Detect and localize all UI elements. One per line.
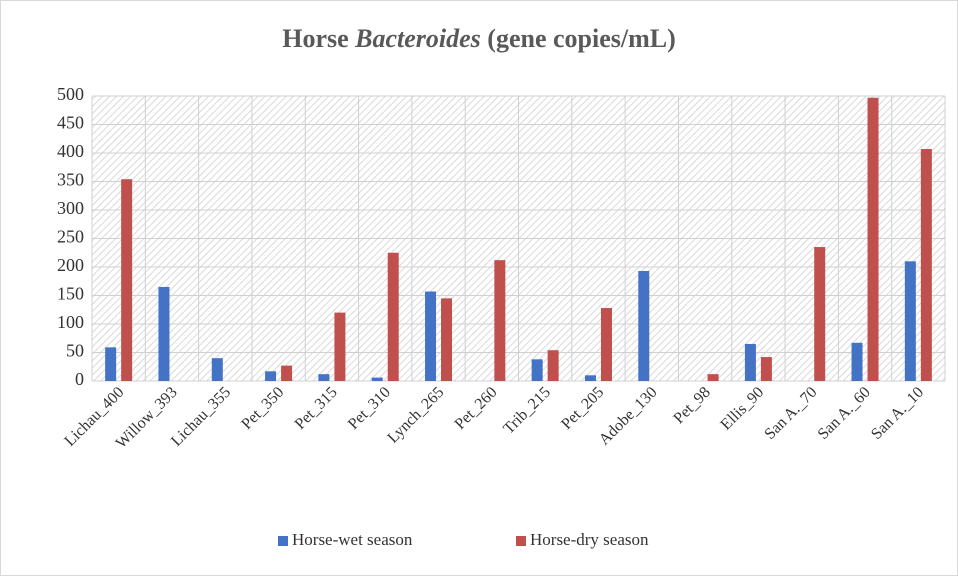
bar [904, 261, 916, 381]
y-tick-label: 250 [57, 227, 84, 247]
bar [494, 260, 506, 381]
legend-label: Horse-wet season [292, 530, 413, 549]
title-part: (gene copies/mL) [481, 24, 676, 53]
bar [707, 374, 719, 381]
bar [334, 312, 346, 381]
y-tick-label: 500 [57, 84, 84, 104]
bar [318, 374, 330, 381]
title-part: Horse [282, 24, 355, 53]
bar [531, 359, 543, 381]
bar [600, 308, 612, 381]
bar [584, 375, 596, 381]
y-tick-label: 200 [57, 255, 84, 275]
bar [851, 342, 863, 381]
bar [158, 286, 170, 381]
y-tick-label: 100 [57, 312, 84, 332]
bar [211, 358, 223, 381]
bar [121, 179, 133, 381]
chart-title: Horse Bacteroides (gene copies/mL) [282, 24, 676, 53]
bar [441, 298, 453, 381]
title-part: Bacteroides [354, 24, 481, 53]
y-tick-label: 450 [57, 113, 84, 133]
y-tick-label: 350 [57, 170, 84, 190]
y-tick-label: 400 [57, 141, 84, 161]
bar [387, 252, 399, 381]
bar [105, 347, 117, 381]
bar [814, 247, 826, 381]
bar [920, 149, 932, 381]
legend-swatch [278, 536, 288, 546]
bar [867, 97, 879, 382]
bar [638, 270, 650, 381]
bar [760, 357, 772, 381]
y-tick-label: 0 [75, 369, 84, 389]
y-tick-label: 50 [66, 341, 84, 361]
bar [547, 350, 559, 381]
bar [425, 291, 437, 381]
bar [744, 343, 756, 381]
legend-label: Horse-dry season [530, 530, 649, 549]
bar [265, 371, 277, 381]
bar [281, 365, 293, 381]
y-tick-label: 300 [57, 198, 84, 218]
bar [371, 377, 383, 381]
y-tick-label: 150 [57, 284, 84, 304]
legend-swatch [516, 536, 526, 546]
